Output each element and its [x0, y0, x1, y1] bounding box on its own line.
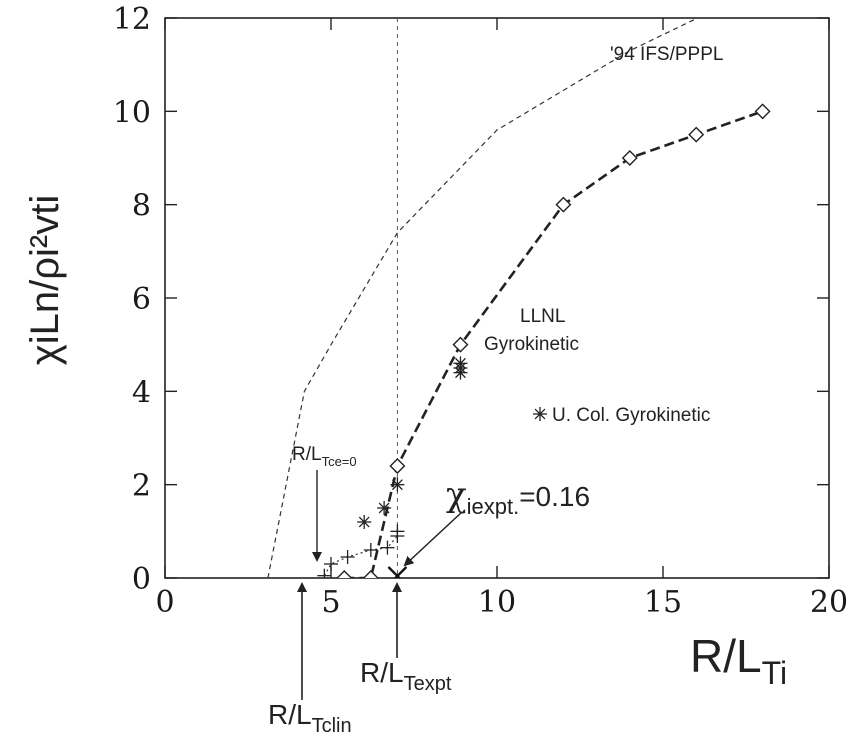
chi-expt-value: =0.16 [519, 481, 590, 512]
llnl-label-line1: LLNL [520, 306, 565, 327]
y-tick-label: 10 [113, 95, 151, 130]
series-layer [267, 18, 771, 578]
ifs-label: '94 IFS/PPPL [610, 44, 723, 65]
x-stroke [393, 566, 408, 578]
x-tick-label: 0 [155, 585, 174, 620]
diamond-marker [555, 196, 572, 213]
plus-marker [340, 550, 355, 564]
llnl-label-line2: Gyrokinetic [484, 334, 579, 355]
rltce-main: R/L [292, 444, 322, 465]
asterisk-marker [357, 515, 372, 529]
diamond-marker [688, 126, 705, 143]
chi-expt-marker [387, 566, 408, 578]
x-axis-label-main: R/L [690, 630, 762, 682]
rlclin-label: R/LTclin [268, 699, 352, 737]
rlexpt-label: R/LTexpt [360, 657, 452, 695]
y-axis-label: χiLn/ρi²vti [23, 195, 67, 365]
chi-expt-label: χiexpt.=0.16 [446, 475, 590, 519]
ucol-label: U. Col. Gyrokinetic [552, 405, 710, 426]
y-tick-label: 8 [132, 189, 151, 224]
asterisk-marker [377, 501, 392, 515]
x-axis-label: R/LTi [690, 630, 787, 691]
chi-expt-main: χ [446, 475, 467, 515]
diamond-marker [362, 570, 379, 578]
chi-expt-sub: iexpt. [467, 494, 520, 519]
diamond-marker [754, 103, 771, 120]
series-line-ifs [267, 18, 700, 578]
y-tick-label: 4 [132, 375, 151, 410]
diamond-marker [336, 570, 353, 578]
plus-marker [363, 543, 378, 557]
series-line-llnl [344, 110, 764, 578]
plus-marker [324, 557, 338, 571]
x-axis-label-sub: Ti [762, 655, 787, 691]
x-tick-label: 5 [321, 585, 340, 620]
asterisk-stroke [358, 516, 370, 528]
asterisk-marker [390, 477, 405, 492]
asterisk-marker [453, 356, 468, 371]
plus-marker [380, 540, 395, 555]
x-tick-label: 20 [810, 585, 848, 620]
rltce-label: R/LTce=0 [292, 444, 357, 469]
plus-marker [317, 568, 332, 578]
rlclin-sub: Tclin [312, 715, 352, 737]
x-tick-label: 10 [478, 585, 516, 620]
diamond-marker [452, 336, 469, 353]
rlexpt-sub: Texpt [404, 673, 452, 695]
ticks-layer: 0 5 10 15 20 0 2 4 6 8 10 12 [113, 2, 848, 620]
asterisk-stroke [391, 479, 403, 491]
rlexpt-main: R/L [360, 657, 404, 688]
asterisk-stroke [378, 502, 390, 514]
asterisk-marker [533, 407, 547, 421]
diamond-marker [621, 150, 638, 166]
series-line-plus [323, 531, 398, 576]
rlclin-main: R/L [268, 699, 312, 730]
y-tick-label: 12 [113, 2, 151, 37]
y-tick-label: 0 [132, 562, 151, 597]
rltce-sub: Tce=0 [322, 454, 357, 469]
asterisk-stroke [534, 408, 546, 420]
diamond-marker [389, 458, 406, 474]
asterisk-stroke [455, 357, 466, 369]
y-tick-label: 6 [132, 282, 151, 317]
plus-marker [390, 524, 405, 539]
x-tick-label: 15 [644, 585, 682, 620]
y-tick-label: 2 [132, 469, 151, 504]
chi-expt-arrow [403, 511, 463, 567]
ucol-legend-symbol [533, 407, 547, 421]
